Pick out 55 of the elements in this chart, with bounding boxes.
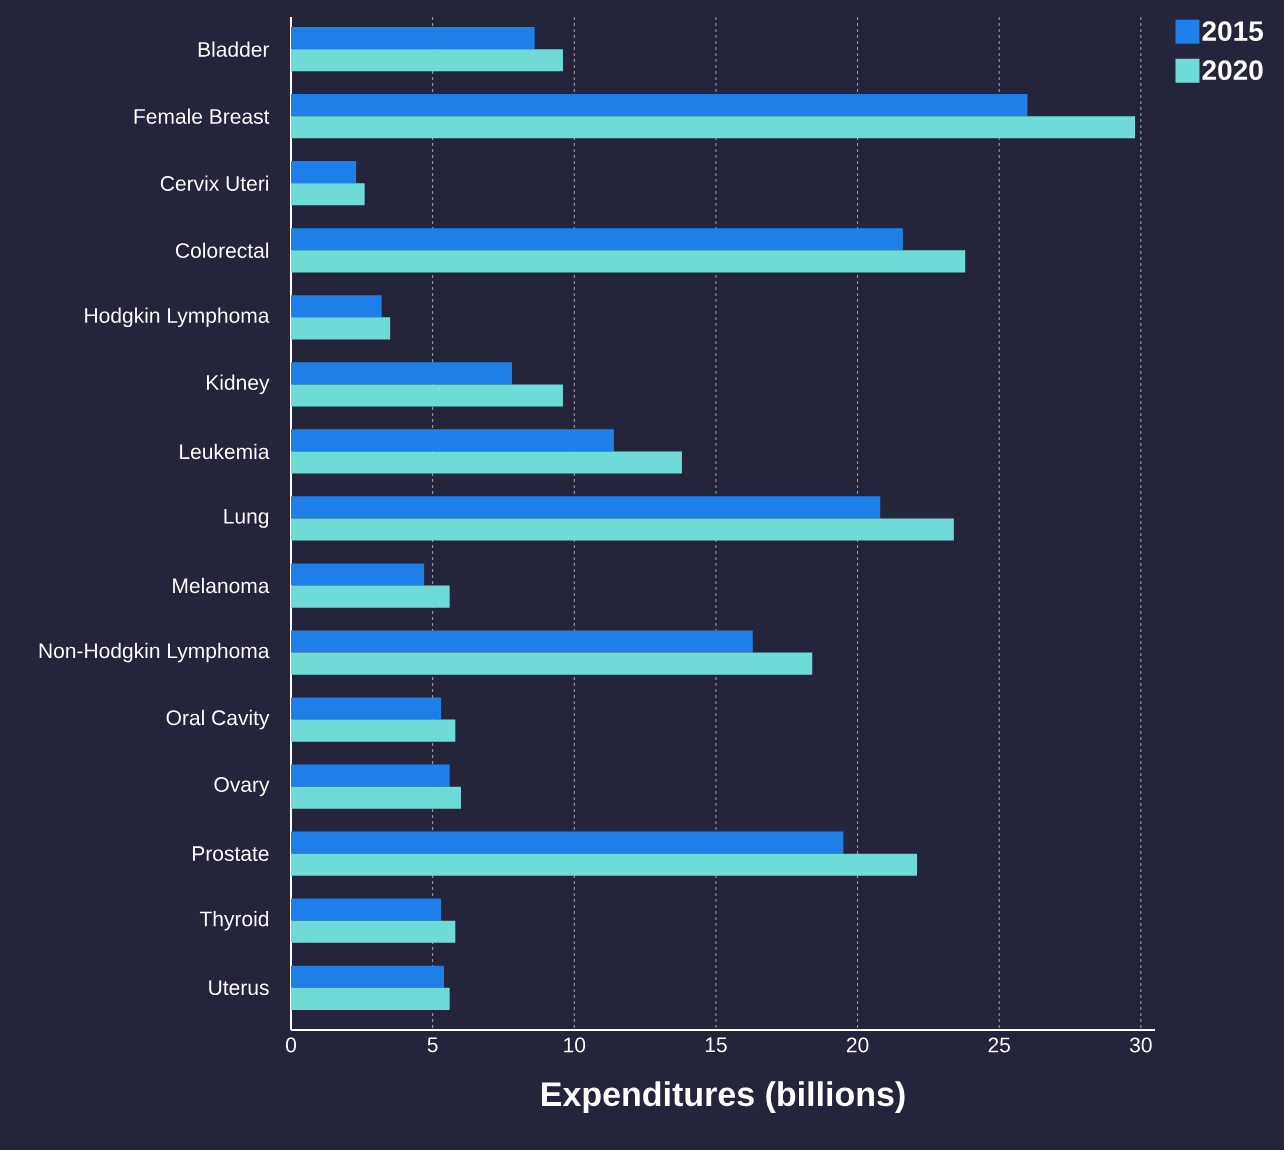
bar — [291, 831, 844, 854]
bar — [291, 317, 391, 340]
bar — [291, 295, 382, 318]
bar — [291, 898, 442, 921]
y-tick-label: Colorectal — [176, 242, 269, 258]
bar — [291, 965, 444, 988]
bar — [291, 987, 450, 1010]
bar — [291, 518, 954, 541]
x-tick-label: 5 — [427, 1037, 438, 1053]
bar — [291, 429, 614, 452]
x-tick-label: 0 — [285, 1037, 297, 1053]
x-tick-label: 20 — [846, 1037, 869, 1053]
y-tick-label: Bladder — [198, 41, 270, 57]
bar — [291, 384, 563, 407]
bar — [291, 161, 357, 184]
bar — [291, 27, 535, 50]
y-tick-label: Ovary — [214, 777, 270, 797]
y-tick-label: Melanoma — [173, 577, 270, 594]
y-tick-label: Female Breast — [134, 108, 270, 124]
bar — [291, 362, 512, 385]
y-tick-label: Uterus — [209, 980, 269, 996]
y-tick-label: Cervix Uteri — [160, 175, 269, 191]
y-tick-label: Lung — [224, 509, 269, 528]
y-tick-label: Non-Hodgkin Lymphoma — [39, 642, 270, 663]
bar — [291, 116, 1136, 139]
bar — [291, 920, 456, 943]
x-axis-title: Expenditures (billions) — [542, 1081, 905, 1113]
bar — [291, 630, 753, 653]
bar — [291, 853, 918, 876]
y-tick-label: Prostate — [192, 846, 269, 861]
bar — [291, 250, 966, 273]
bar — [291, 697, 442, 720]
bar — [291, 183, 365, 206]
x-tick-label: 25 — [988, 1037, 1010, 1053]
bar — [291, 451, 682, 474]
y-tick-label: Thyroid — [199, 910, 269, 931]
x-tick-label: 10 — [564, 1037, 586, 1053]
bar — [291, 719, 456, 742]
legend-label: 2015 — [1202, 21, 1263, 41]
bar — [291, 585, 450, 608]
bar — [291, 49, 563, 72]
y-tick-label: Hodgkin Lymphoma — [85, 307, 270, 328]
bar — [291, 652, 813, 675]
y-tick-label: Kidney — [206, 374, 270, 395]
x-tick-label: 15 — [705, 1037, 727, 1053]
bar — [291, 786, 461, 809]
bar — [291, 563, 425, 586]
bar — [291, 496, 881, 519]
y-tick-label: Leukemia — [180, 443, 270, 460]
y-tick-label: Oral Cavity — [166, 709, 270, 730]
legend-label: 2020 — [1202, 60, 1263, 81]
bar — [291, 764, 450, 787]
bar — [291, 228, 903, 251]
bar — [291, 94, 1028, 117]
x-tick-label: 30 — [1129, 1037, 1152, 1053]
